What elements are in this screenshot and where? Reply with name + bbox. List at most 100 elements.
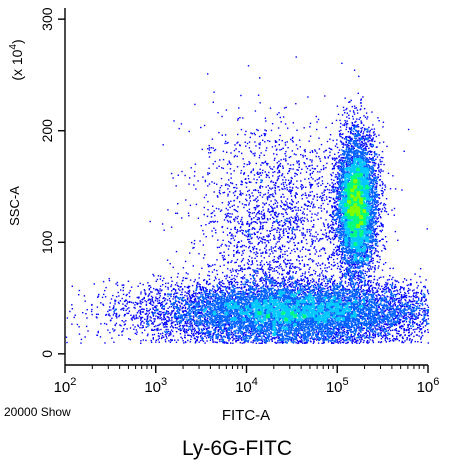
event-dot <box>317 212 319 214</box>
event-dot <box>144 318 146 320</box>
event-dot <box>188 130 190 133</box>
event-dot <box>261 282 264 284</box>
event-dot <box>161 280 164 282</box>
event-dot <box>356 342 358 344</box>
event-dot <box>356 264 359 266</box>
event-dot <box>149 319 151 321</box>
event-dot <box>375 294 377 297</box>
event-dot <box>262 169 264 172</box>
event-dot <box>189 321 191 323</box>
event-dot <box>344 112 346 114</box>
event-dot <box>294 235 297 237</box>
event-dot <box>182 277 185 279</box>
event-dot <box>162 300 164 303</box>
event-dot <box>325 232 327 234</box>
event-dot <box>374 163 376 165</box>
event-dot <box>331 174 333 177</box>
event-dot <box>251 192 253 194</box>
event-dot <box>324 277 327 279</box>
event-dot <box>229 220 231 222</box>
event-dot <box>374 265 376 267</box>
event-dot <box>284 222 287 225</box>
event-dot <box>275 281 277 283</box>
event-dot <box>290 203 292 205</box>
event-dot <box>261 260 263 262</box>
event-dot <box>314 292 317 294</box>
event-dot <box>222 158 225 161</box>
event-dot <box>247 259 250 261</box>
event-dot <box>257 189 259 192</box>
event-dot <box>333 229 335 231</box>
event-dot <box>233 204 235 206</box>
event-dot <box>254 110 257 112</box>
event-dot <box>408 327 410 330</box>
event-dot <box>284 282 286 285</box>
event-dot <box>405 294 408 297</box>
event-dot <box>227 204 229 206</box>
event-dot <box>345 141 347 144</box>
event-dot <box>405 328 408 331</box>
event-dot <box>372 137 374 139</box>
event-dot <box>249 136 251 139</box>
event-dot <box>152 314 155 316</box>
event-dot <box>253 178 255 180</box>
event-dot <box>308 201 310 203</box>
event-dot <box>377 267 379 269</box>
event-dot <box>264 134 266 137</box>
event-dot <box>153 275 155 277</box>
event-dot <box>171 290 173 292</box>
event-dot <box>411 339 413 341</box>
event-dot <box>190 338 192 341</box>
event-dot <box>202 229 204 232</box>
event-dot <box>360 315 362 317</box>
event-dot <box>381 208 384 210</box>
event-dot <box>366 271 368 273</box>
event-dot <box>181 307 183 310</box>
event-dot <box>351 105 353 108</box>
event-dot <box>179 324 181 327</box>
event-dot <box>240 338 242 341</box>
event-dot <box>201 339 204 341</box>
event-dot <box>370 280 372 282</box>
event-dot <box>341 133 343 136</box>
event-dot <box>158 302 160 304</box>
event-dot <box>331 186 333 188</box>
event-dot <box>282 232 284 235</box>
event-dot <box>374 248 377 250</box>
event-dot <box>333 166 335 168</box>
event-dot <box>401 336 404 338</box>
event-dot <box>347 329 349 332</box>
event-dot <box>206 340 208 342</box>
event-dot <box>223 283 225 285</box>
event-dot <box>270 200 272 202</box>
event-dot <box>208 172 211 174</box>
event-dot <box>282 341 284 344</box>
event-dot <box>278 139 281 141</box>
event-dot <box>220 252 222 254</box>
event-dot <box>146 319 148 321</box>
event-dot <box>361 284 363 286</box>
event-dot <box>289 182 292 184</box>
event-dot <box>288 280 291 283</box>
event-dot <box>313 341 315 343</box>
event-dot <box>259 249 261 251</box>
event-dot <box>294 222 296 224</box>
event-dot <box>336 105 339 107</box>
event-dot <box>386 279 389 281</box>
event-dot <box>288 285 290 287</box>
event-dot <box>371 288 374 291</box>
event-dot <box>384 262 387 264</box>
event-dot <box>258 217 260 219</box>
event-dot <box>425 319 427 321</box>
event-dot <box>227 184 229 186</box>
event-dot <box>304 275 306 278</box>
event-dot <box>270 188 272 190</box>
event-dot <box>296 173 298 176</box>
event-dot <box>360 144 363 146</box>
event-dot <box>343 328 345 330</box>
event-dot <box>197 332 199 334</box>
event-dot <box>333 202 335 204</box>
event-dot <box>397 301 399 304</box>
event-dot <box>193 184 195 186</box>
event-dot <box>183 304 185 307</box>
